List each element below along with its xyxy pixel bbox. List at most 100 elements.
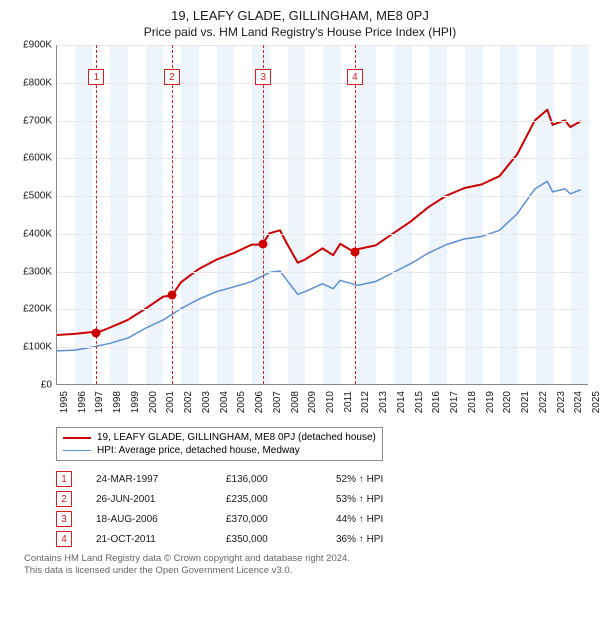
x-tick-label: 2018 <box>467 391 478 413</box>
transaction-delta: 36% ↑ HPI <box>336 534 436 545</box>
series-line-price_paid <box>57 110 581 335</box>
x-tick-label: 2012 <box>360 391 371 413</box>
transaction-marker: 1 <box>88 69 104 85</box>
gridline-h <box>57 309 588 310</box>
x-tick-label: 2009 <box>307 391 318 413</box>
chart-container: 19, LEAFY GLADE, GILLINGHAM, ME8 0PJ Pri… <box>0 0 600 588</box>
x-tick-label: 2015 <box>414 391 425 413</box>
transaction-number-box: 1 <box>56 471 72 487</box>
x-tick-label: 2019 <box>485 391 496 413</box>
y-axis-labels: £0£100K£200K£300K£400K£500K£600K£700K£80… <box>12 45 56 385</box>
x-tick-label: 2024 <box>573 391 584 413</box>
legend-row: 19, LEAFY GLADE, GILLINGHAM, ME8 0PJ (de… <box>63 431 376 444</box>
transaction-row: 1 24-MAR-1997£136,00052% ↑ HPI <box>56 471 588 487</box>
y-tick-label: £800K <box>23 77 52 88</box>
title-block: 19, LEAFY GLADE, GILLINGHAM, ME8 0PJ Pri… <box>12 8 588 39</box>
x-tick-label: 1999 <box>130 391 141 413</box>
transaction-date: 21-OCT-2011 <box>96 534 226 545</box>
y-tick-label: £100K <box>23 342 52 353</box>
transaction-row: 2 26-JUN-2001£235,00053% ↑ HPI <box>56 491 588 507</box>
transaction-marker: 3 <box>255 69 271 85</box>
x-tick-label: 2013 <box>378 391 389 413</box>
transaction-delta: 52% ↑ HPI <box>336 474 436 485</box>
transaction-point <box>259 240 268 249</box>
transaction-price: £136,000 <box>226 474 336 485</box>
y-tick-label: £200K <box>23 304 52 315</box>
x-tick-label: 2017 <box>449 391 460 413</box>
transaction-vline <box>263 45 264 384</box>
y-tick-label: £600K <box>23 153 52 164</box>
transaction-date: 18-AUG-2006 <box>96 514 226 525</box>
transaction-point <box>167 291 176 300</box>
x-tick-label: 2010 <box>325 391 336 413</box>
transaction-delta: 53% ↑ HPI <box>336 494 436 505</box>
chart-area: £0 £100K £200K £300K £400K £500K £600K £700K £80… <box>12 45 588 425</box>
transaction-row: 318-AUG-2006£370,00044% ↑ HPI <box>56 511 588 527</box>
x-tick-label: 2005 <box>236 391 247 413</box>
transaction-vline <box>172 45 173 384</box>
gridline-h <box>57 83 588 84</box>
line-series-svg <box>57 45 588 384</box>
title-main: 19, LEAFY GLADE, GILLINGHAM, ME8 0PJ <box>12 8 588 23</box>
x-tick-label: 1995 <box>59 391 70 413</box>
transaction-table: 1 24-MAR-1997£136,00052% ↑ HPI 2 26-JUN-200… <box>56 471 588 547</box>
x-tick-label: 2001 <box>165 391 176 413</box>
transaction-date: 26-JUN-2001 <box>96 494 226 505</box>
transaction-number-box: 3 <box>56 511 72 527</box>
x-tick-label: 2025 <box>591 391 600 413</box>
transaction-number-box: 2 <box>56 491 72 507</box>
x-axis-labels: 1995 1996 1997 1998 1999 2000 2001 2002 2003 2004… <box>56 387 588 425</box>
x-tick-label: 2007 <box>272 391 283 413</box>
x-tick-label: 2022 <box>538 391 549 413</box>
transaction-row: 4 21-OCT-2011£350,00036% ↑ HPI <box>56 531 588 547</box>
gridline-h <box>57 234 588 235</box>
footer-line-2: This data is licensed under the Open Gov… <box>24 565 588 577</box>
x-tick-label: 2000 <box>148 391 159 413</box>
transaction-point <box>350 247 359 256</box>
transaction-price: £235,000 <box>226 494 336 505</box>
y-tick-label: £700K <box>23 115 52 126</box>
x-tick-label: 2008 <box>290 391 301 413</box>
x-tick-label: 2004 <box>219 391 230 413</box>
x-tick-label: 2021 <box>520 391 531 413</box>
y-tick-label: £0 <box>41 380 52 391</box>
y-tick-label: £500K <box>23 191 52 202</box>
x-tick-label: 1998 <box>112 391 123 413</box>
plot-area: 1 2 3 4 <box>56 45 588 385</box>
y-tick-label: £300K <box>23 266 52 277</box>
transaction-number-box: 4 <box>56 531 72 547</box>
title-sub: Price paid vs. HM Land Registry's House … <box>12 25 588 39</box>
x-tick-label: 2006 <box>254 391 265 413</box>
transaction-date: 24-MAR-1997 <box>96 474 226 485</box>
legend-label: HPI: Average price, detached house, Medw… <box>97 445 300 456</box>
transaction-vline <box>355 45 356 384</box>
x-tick-label: 2016 <box>431 391 442 413</box>
transaction-price: £370,000 <box>226 514 336 525</box>
x-tick-label: 2003 <box>201 391 212 413</box>
x-tick-label: 2002 <box>183 391 194 413</box>
gridline-h <box>57 196 588 197</box>
legend: 19, LEAFY GLADE, GILLINGHAM, ME8 0PJ (de… <box>56 427 383 461</box>
transaction-marker: 2 <box>164 69 180 85</box>
x-tick-label: 1996 <box>77 391 88 413</box>
gridline-h <box>57 347 588 348</box>
x-tick-label: 2014 <box>396 391 407 413</box>
y-tick-label: £400K <box>23 228 52 239</box>
footer-attribution: Contains HM Land Registry data © Crown c… <box>24 553 588 578</box>
y-tick-label: £900K <box>23 40 52 51</box>
x-tick-label: 2023 <box>556 391 567 413</box>
transaction-marker: 4 <box>347 69 363 85</box>
x-tick-label: 2011 <box>343 391 354 413</box>
gridline-h <box>57 272 588 273</box>
legend-row: HPI: Average price, detached house, Medw… <box>63 444 376 457</box>
gridline-h <box>57 45 588 46</box>
transaction-price: £350,000 <box>226 534 336 545</box>
legend-swatch <box>63 437 91 439</box>
legend-swatch <box>63 450 91 451</box>
x-tick-label: 1997 <box>94 391 105 413</box>
legend-label: 19, LEAFY GLADE, GILLINGHAM, ME8 0PJ (de… <box>97 432 376 443</box>
series-line-hpi <box>57 181 581 351</box>
x-tick-label: 2020 <box>502 391 513 413</box>
footer-line-1: Contains HM Land Registry data © Crown c… <box>24 553 588 565</box>
gridline-h <box>57 158 588 159</box>
